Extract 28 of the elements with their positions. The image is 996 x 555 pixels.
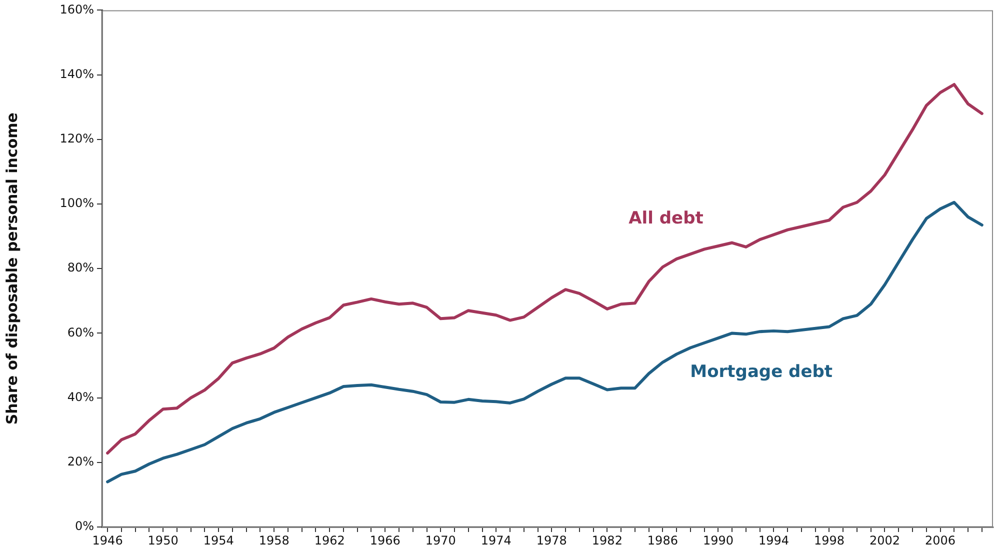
x-tick-label: 1970 — [425, 533, 456, 548]
y-tick-label: 120% — [60, 132, 94, 146]
x-tick-label: 1990 — [702, 533, 734, 548]
y-tick-label: 0% — [74, 519, 94, 534]
x-tick-label: 1994 — [758, 533, 789, 548]
x-tick-label: 1958 — [258, 533, 290, 548]
x-tick-label: 1982 — [592, 533, 622, 548]
x-tick-label: 2006 — [924, 533, 956, 548]
x-tick-label: 1978 — [536, 533, 567, 548]
y-tick-label: 160% — [60, 2, 94, 16]
x-tick-label: 1986 — [647, 533, 678, 548]
series-label: Mortgage debt — [690, 362, 833, 382]
y-tick-label: 140% — [60, 66, 94, 81]
x-tick-label: 1946 — [92, 533, 123, 548]
x-tick-label: 1950 — [148, 533, 178, 548]
y-tick-label: 100% — [60, 196, 94, 210]
x-tick-label: 2002 — [869, 533, 900, 548]
x-tick-label: 1966 — [370, 533, 400, 548]
x-tick-label: 1974 — [480, 533, 512, 548]
x-tick-label: 1962 — [314, 533, 345, 548]
x-tick-label: 1954 — [203, 533, 234, 548]
y-tick-label: 80% — [67, 260, 94, 275]
x-tick-label: 1998 — [814, 533, 845, 548]
y-tick-label: 20% — [67, 454, 94, 469]
series-label: All debt — [628, 208, 704, 228]
y-tick-label: 60% — [67, 325, 94, 340]
y-tick-label: 40% — [67, 390, 94, 404]
y-axis-title: Share of disposable personal income — [2, 112, 21, 425]
